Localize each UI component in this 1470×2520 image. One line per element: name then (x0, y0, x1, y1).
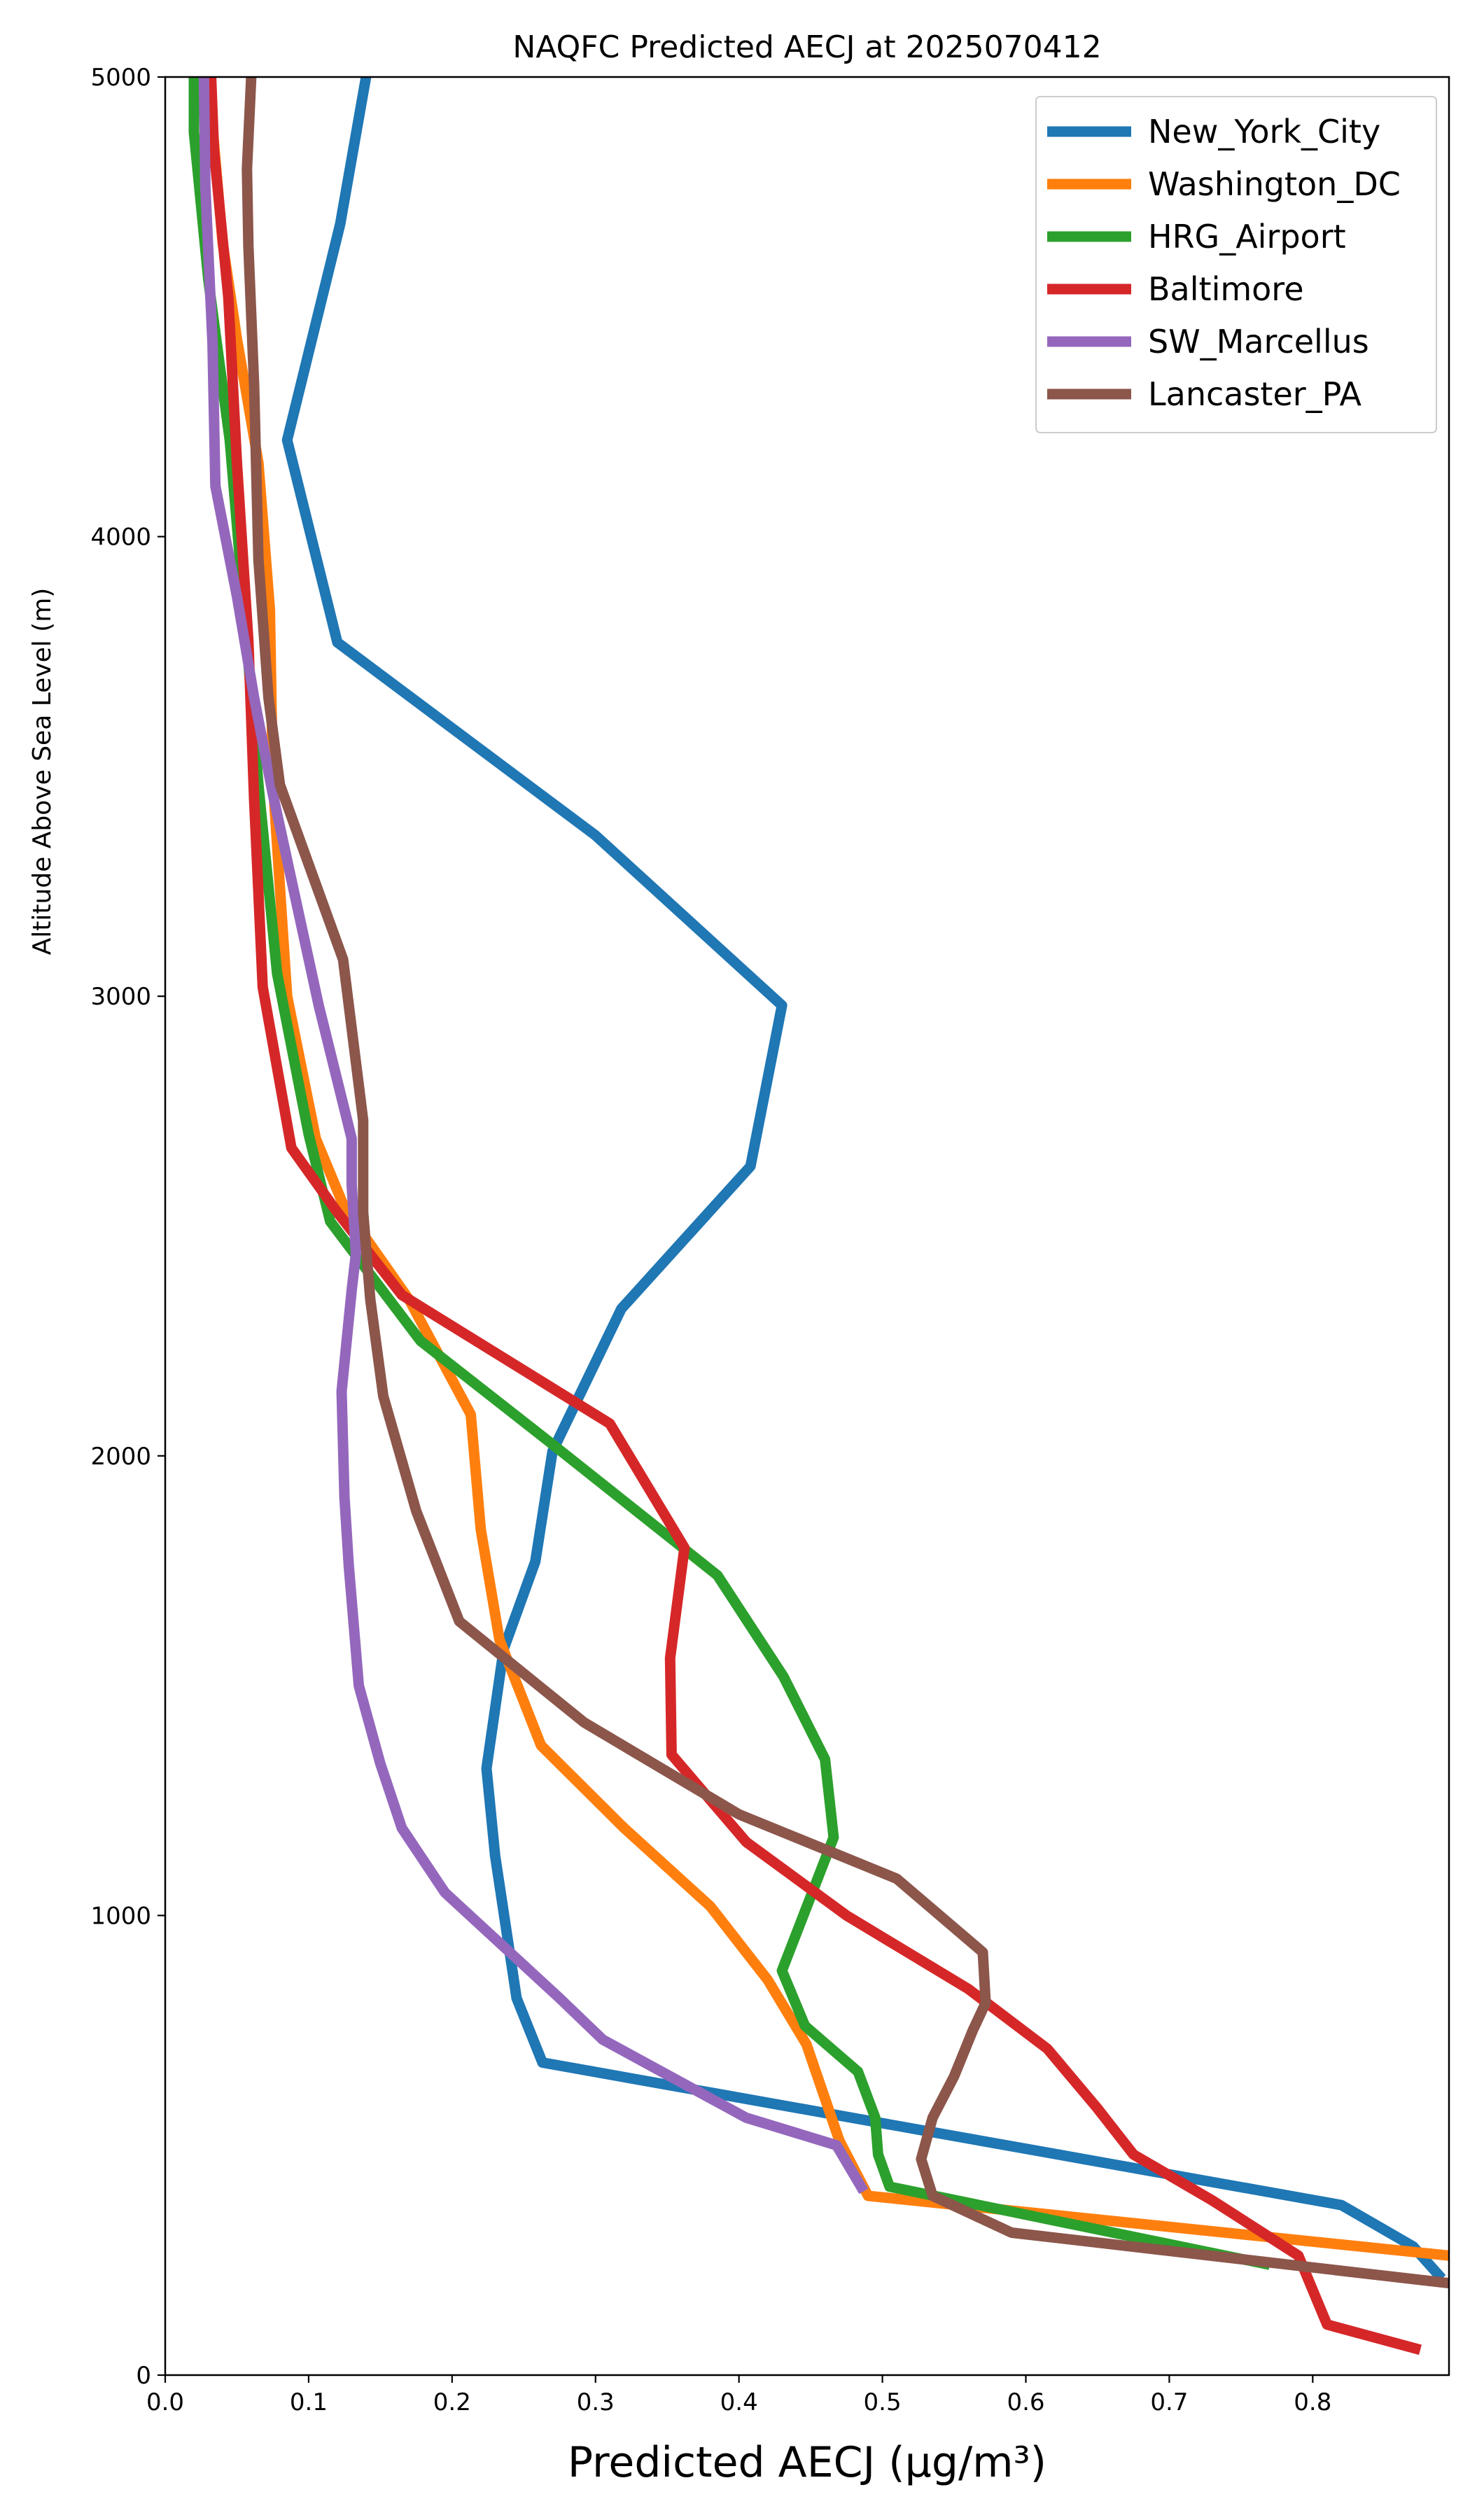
series-line-sw-marcellus (198, 77, 869, 2194)
series-line-new-york-city (281, 77, 1446, 2283)
x-axis-label: Predicted AECJ (μg/m³) (568, 2438, 1046, 2487)
legend-label: Lancaster_PA (1148, 375, 1362, 413)
x-tick-label: 0.5 (864, 2388, 902, 2416)
chart-title: NAQFC Predicted AECJ at 2025070412 (512, 29, 1101, 65)
series-line-lancaster-pa (241, 77, 1449, 2289)
y-tick-label: 0 (136, 2362, 151, 2390)
x-tick-label: 0.2 (433, 2388, 471, 2416)
legend: New_York_City Washington_DC HRG_Airport Bal… (1035, 96, 1437, 433)
x-tick-label: 0.0 (146, 2388, 184, 2416)
series-line-baltimore (206, 77, 1422, 2356)
x-tick-label: 0.7 (1150, 2388, 1188, 2416)
x-tick-label: 0.1 (290, 2388, 328, 2416)
x-tick-label: 0.6 (1007, 2388, 1044, 2416)
x-axis: 0.0 0.1 0.2 0.3 0.4 0.5 0.6 0.7 0.8 (146, 2375, 1331, 2416)
series-layer (188, 77, 1449, 2356)
legend-label: SW_Marcellus (1148, 323, 1369, 360)
y-tick-label: 5000 (90, 64, 151, 92)
legend-box (1035, 96, 1437, 433)
plot-area (164, 76, 1450, 2376)
legend-label: Washington_DC (1148, 165, 1401, 203)
y-tick-label: 1000 (90, 1902, 151, 1930)
legend-label: New_York_City (1148, 113, 1380, 150)
legend-label: HRG_Airport (1148, 218, 1346, 255)
y-axis: 0 1000 2000 3000 4000 5000 (90, 64, 165, 2390)
x-tick-label: 0.3 (577, 2388, 615, 2416)
y-tick-label: 4000 (90, 524, 151, 552)
y-axis-label: Altitude Above Sea Level (m) (28, 588, 57, 955)
plot-frame (164, 76, 1450, 2376)
legend-label: Baltimore (1148, 270, 1304, 308)
x-tick-label: 0.8 (1294, 2388, 1331, 2416)
y-tick-label: 2000 (90, 1443, 151, 1471)
y-tick-label: 3000 (90, 983, 151, 1011)
x-tick-label: 0.4 (720, 2388, 758, 2416)
